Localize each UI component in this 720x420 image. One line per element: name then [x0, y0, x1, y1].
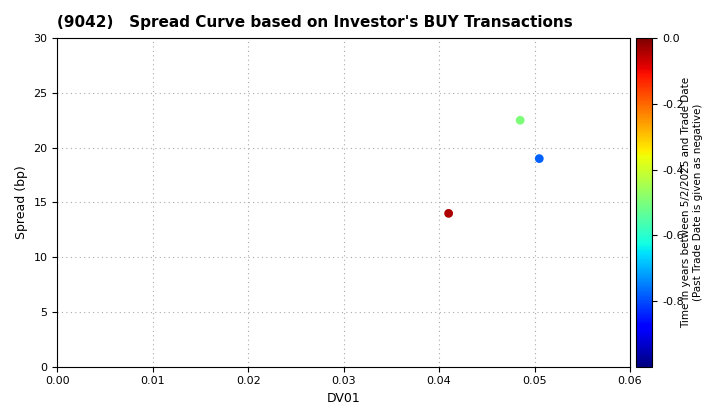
X-axis label: DV01: DV01 — [327, 392, 361, 405]
Point — [514, 117, 526, 123]
Point — [534, 155, 545, 162]
Text: (9042)   Spread Curve based on Investor's BUY Transactions: (9042) Spread Curve based on Investor's … — [58, 15, 573, 30]
Y-axis label: Spread (bp): Spread (bp) — [15, 165, 28, 239]
Y-axis label: Time in years between 5/2/2025 and Trade Date
(Past Trade Date is given as negat: Time in years between 5/2/2025 and Trade… — [681, 77, 703, 328]
Point — [443, 210, 454, 217]
